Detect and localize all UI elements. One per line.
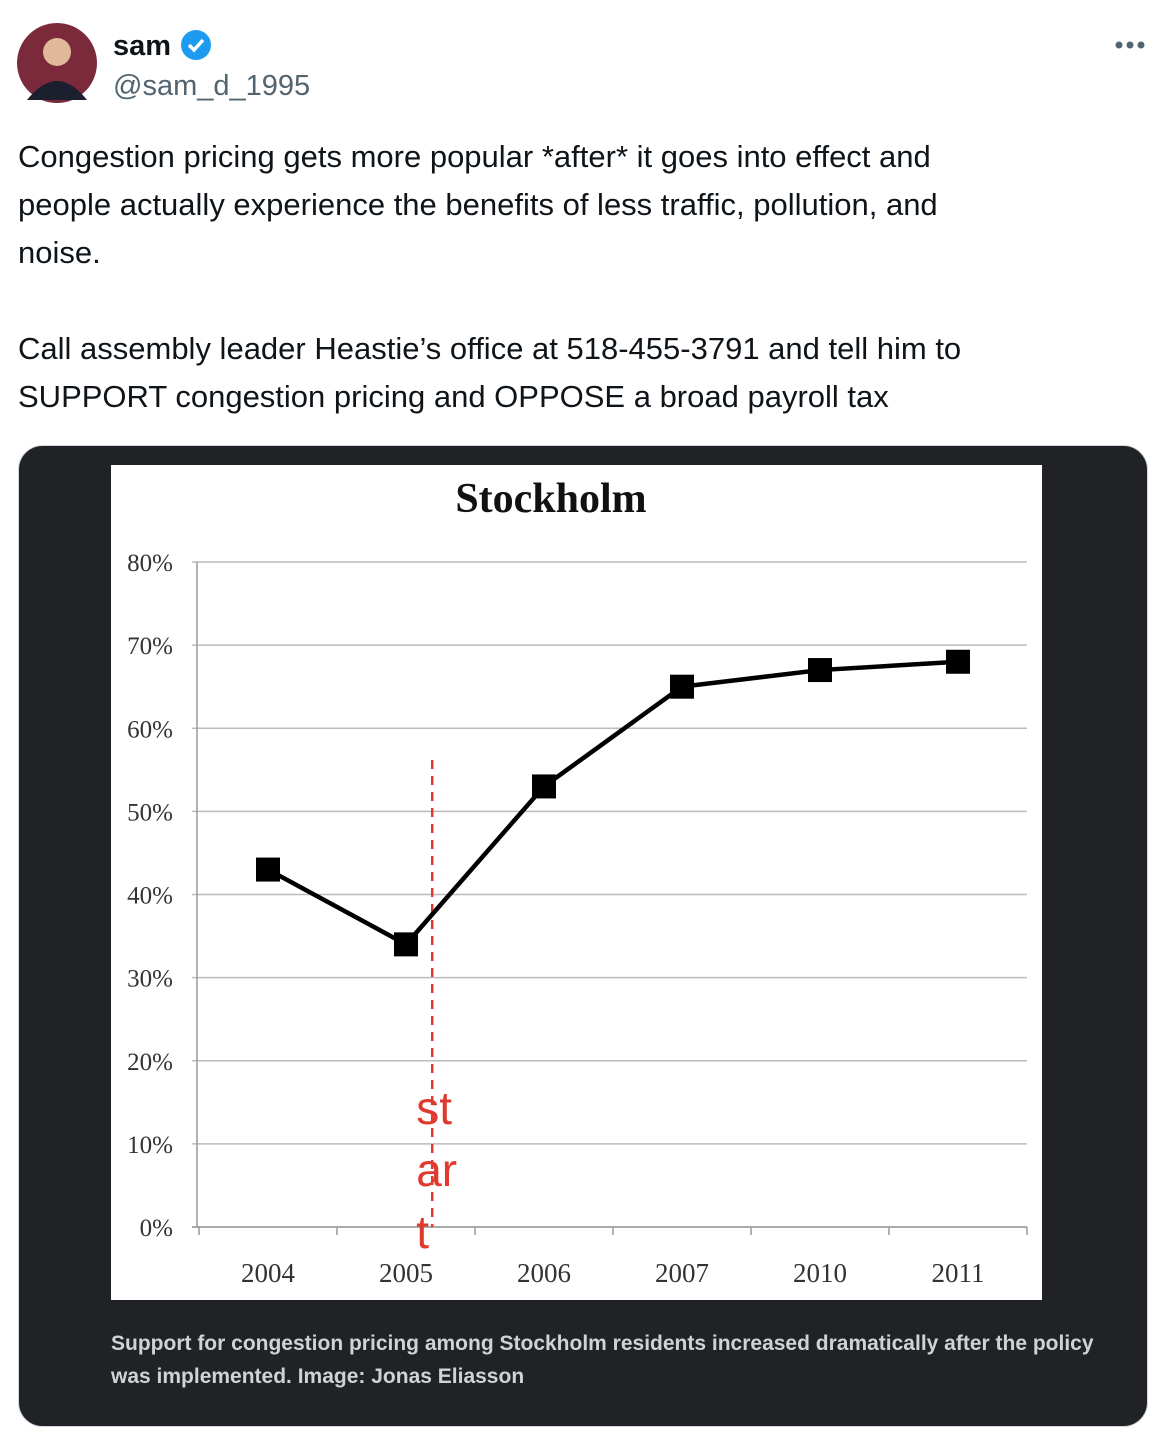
x-tick-label: 2011 — [932, 1258, 985, 1288]
tweet-text-line: noise. — [18, 235, 101, 270]
data-point — [670, 674, 694, 699]
x-tick-label: 2010 — [793, 1258, 847, 1288]
more-button[interactable] — [1115, 41, 1145, 49]
x-tick-label: 2004 — [241, 1258, 296, 1288]
media-caption: Support for congestion pricing among Sto… — [111, 1332, 1094, 1355]
y-tick-label: 0% — [140, 1215, 173, 1242]
y-tick-label: 50% — [127, 799, 173, 826]
data-point — [946, 649, 970, 674]
x-tick-label: 2007 — [655, 1258, 709, 1288]
y-tick-label: 70% — [127, 633, 173, 660]
x-tick-label: 2006 — [517, 1258, 571, 1288]
annotation-text: t — [416, 1206, 429, 1258]
author-name[interactable]: sam — [113, 30, 171, 62]
tweet-text-line: SUPPORT congestion pricing and OPPOSE a … — [18, 379, 889, 414]
data-point — [256, 857, 280, 882]
avatar-face — [43, 38, 71, 66]
data-line — [266, 659, 959, 948]
avatar-suit — [27, 81, 87, 100]
y-tick-label: 10% — [127, 1132, 173, 1159]
annotation-text: ar — [416, 1144, 457, 1196]
x-tick-label: 2005 — [379, 1258, 433, 1288]
tweet-text-line: people actually experience the benefits … — [18, 187, 938, 222]
y-tick-label: 30% — [127, 966, 173, 993]
data-point — [394, 932, 418, 957]
author-handle[interactable]: @sam_d_1995 — [113, 70, 310, 102]
y-tick-label: 80% — [127, 550, 173, 577]
chart-title: Stockholm — [455, 476, 646, 522]
data-point — [532, 774, 556, 799]
media-caption: was implemented. Image: Jonas Eliasson — [110, 1365, 524, 1388]
annotation-text: st — [416, 1082, 452, 1134]
data-point — [808, 658, 832, 683]
verified-badge — [181, 30, 211, 60]
y-tick-label: 60% — [127, 716, 173, 743]
tweet-text-line: Call assembly leader Heastie’s office at… — [18, 331, 961, 366]
y-tick-label: 20% — [127, 1049, 173, 1076]
tweet-text-line: Congestion pricing gets more popular *af… — [18, 139, 931, 174]
y-tick-label: 40% — [127, 883, 173, 910]
chart-image — [111, 465, 1042, 1300]
